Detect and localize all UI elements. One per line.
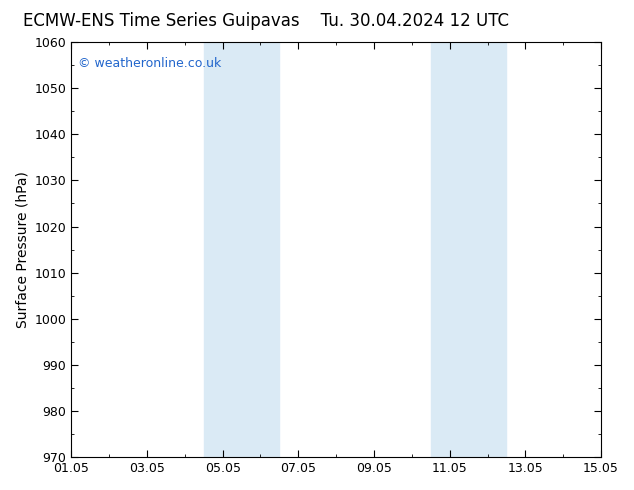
Bar bbox=[430, 42, 507, 457]
Bar bbox=[204, 42, 280, 457]
Text: ECMW-ENS Time Series Guipavas    Tu. 30.04.2024 12 UTC: ECMW-ENS Time Series Guipavas Tu. 30.04.… bbox=[23, 12, 509, 30]
Y-axis label: Surface Pressure (hPa): Surface Pressure (hPa) bbox=[15, 171, 29, 328]
Text: © weatheronline.co.uk: © weatheronline.co.uk bbox=[77, 56, 221, 70]
